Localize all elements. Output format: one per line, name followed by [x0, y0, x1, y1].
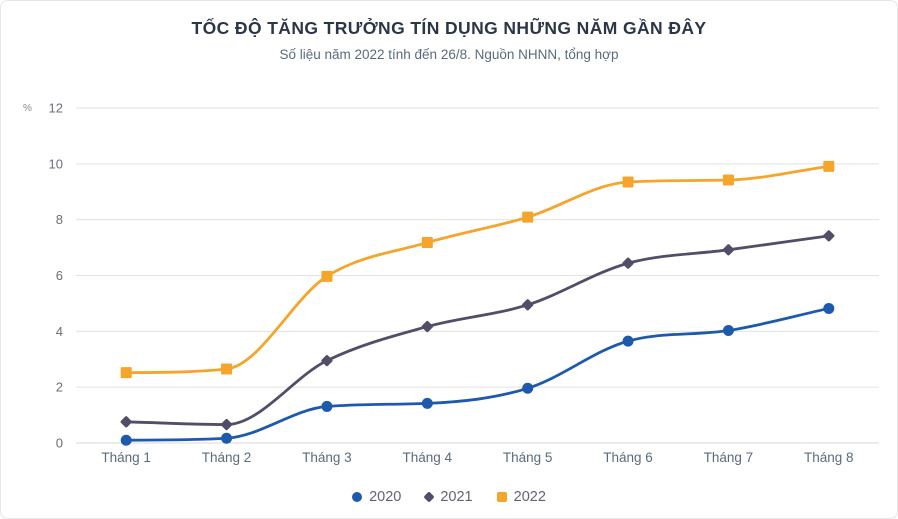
data-point-marker-2020 [622, 335, 634, 347]
x-axis-label: Tháng 4 [403, 450, 453, 465]
legend-label: 2022 [513, 489, 546, 505]
data-point-marker-2020 [421, 397, 433, 409]
data-point-marker-2022 [823, 160, 835, 172]
x-axis-label: Tháng 8 [804, 450, 854, 465]
y-tick-label: 0 [56, 436, 63, 451]
y-tick-label: 12 [49, 101, 63, 116]
data-point-marker-2022 [321, 270, 333, 282]
data-point-marker-2021 [421, 320, 433, 333]
data-point-marker-2020 [120, 434, 132, 446]
series-line-2022 [124, 164, 831, 375]
legend-label: 2020 [369, 489, 402, 505]
data-point-marker-2020 [522, 382, 534, 394]
y-tick-label: 8 [56, 212, 63, 227]
data-point-marker-2021 [120, 416, 132, 428]
y-tick-label: 10 [49, 156, 63, 171]
data-point-marker-2021 [622, 257, 634, 269]
data-point-marker-2021 [722, 244, 735, 256]
data-point-marker-2020 [722, 324, 734, 336]
data-point-marker-2020 [321, 400, 333, 412]
legend-item-2020[interactable]: 2020 [352, 489, 401, 505]
legend-marker-square-icon [496, 492, 507, 502]
x-axis-label: Tháng 2 [202, 450, 252, 465]
legend-marker-circle-icon [352, 492, 363, 502]
data-point-marker-2022 [120, 367, 132, 379]
data-point-marker-2021 [823, 230, 835, 242]
x-axis-label: Tháng 7 [704, 450, 754, 465]
x-axis-label: Tháng 3 [302, 450, 352, 465]
data-point-marker-2022 [522, 211, 534, 223]
legend-marker-diamond-icon [423, 491, 436, 503]
x-axis-label: Tháng 6 [603, 450, 653, 465]
data-point-marker-2021 [321, 355, 333, 367]
data-point-marker-2022 [421, 237, 433, 249]
legend: 2020 2021 2022 [1, 489, 897, 505]
data-point-marker-2022 [622, 176, 634, 188]
y-tick-label: 4 [56, 324, 63, 339]
legend-item-2021[interactable]: 2021 [423, 489, 473, 505]
series-line-2021 [124, 234, 831, 426]
data-point-marker-2021 [522, 299, 534, 311]
x-axis-label: Tháng 1 [101, 450, 151, 465]
data-point-marker-2022 [221, 363, 233, 375]
data-point-marker-2021 [220, 418, 233, 431]
series-line-2020 [124, 307, 831, 442]
chart-title: TỐC ĐỘ TĂNG TRƯỞNG TÍN DỤNG NHỮNG NĂM GẦ… [191, 18, 707, 38]
y-tick-label: 2 [56, 380, 63, 395]
data-point-marker-2020 [221, 432, 233, 444]
x-axis-label: Tháng 5 [503, 450, 553, 465]
legend-label: 2021 [440, 489, 473, 505]
y-tick-label: 6 [56, 268, 63, 283]
chart-subtitle: Số liệu năm 2022 tính đến 26/8. Nguồn NH… [279, 47, 619, 62]
y-axis-unit-label: % [23, 103, 32, 114]
data-point-marker-2020 [823, 302, 835, 314]
data-point-marker-2022 [722, 174, 734, 186]
legend-item-2022[interactable]: 2022 [496, 489, 546, 505]
